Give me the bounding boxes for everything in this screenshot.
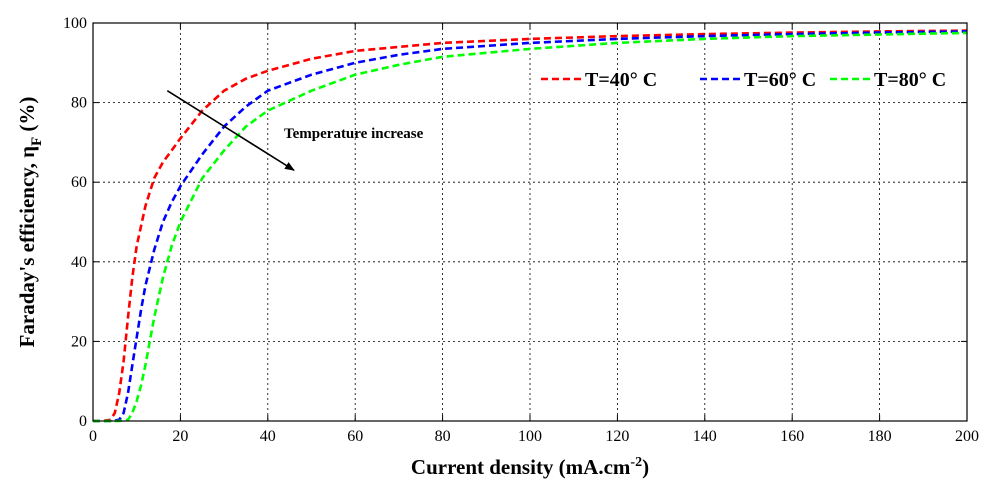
tick-labels: 0 20 40 60 80 100 120 140 160 180 200 0 20 40 60 80 100 [63, 15, 979, 445]
legend: T=40° C T=60° C T=80° C [541, 69, 946, 91]
y-axis-title: Faraday's efficiency, ηF (%) [15, 97, 45, 348]
series-line-2 [93, 30, 968, 423]
legend-label-1: T=40° C [585, 69, 657, 91]
x-tick-label: 0 [89, 428, 97, 445]
x-tick-label: 160 [780, 428, 804, 445]
legend-label-3: T=80° C [874, 69, 946, 91]
x-tick-label: 140 [693, 428, 717, 445]
series-line-3 [93, 31, 968, 423]
tick-marks [92, 22, 968, 422]
x-axis-title: Current density (mA.cm-2) [411, 455, 649, 479]
annotation-arrow [166, 89, 295, 171]
x-tick-label: 120 [605, 428, 629, 445]
x-tick-label: 200 [955, 428, 979, 445]
y-tick-label: 40 [71, 254, 87, 271]
legend-label-2: T=60° C [744, 69, 816, 91]
y-tick-label: 60 [71, 174, 87, 191]
y-tick-label: 20 [71, 333, 87, 350]
x-tick-label: 20 [172, 428, 188, 445]
x-tick-label: 60 [347, 428, 363, 445]
grid-lines [93, 23, 967, 421]
y-tick-label: 0 [79, 413, 87, 430]
annotation-label: Temperature increase [284, 126, 424, 142]
x-tick-label: 80 [435, 428, 451, 445]
x-tick-label: 180 [868, 428, 892, 445]
y-tick-label: 100 [63, 15, 87, 32]
series-lines [93, 29, 968, 423]
x-tick-label: 100 [518, 428, 542, 445]
plot-background [93, 23, 967, 421]
x-tick-label: 40 [260, 428, 276, 445]
y-tick-label: 80 [71, 95, 87, 112]
